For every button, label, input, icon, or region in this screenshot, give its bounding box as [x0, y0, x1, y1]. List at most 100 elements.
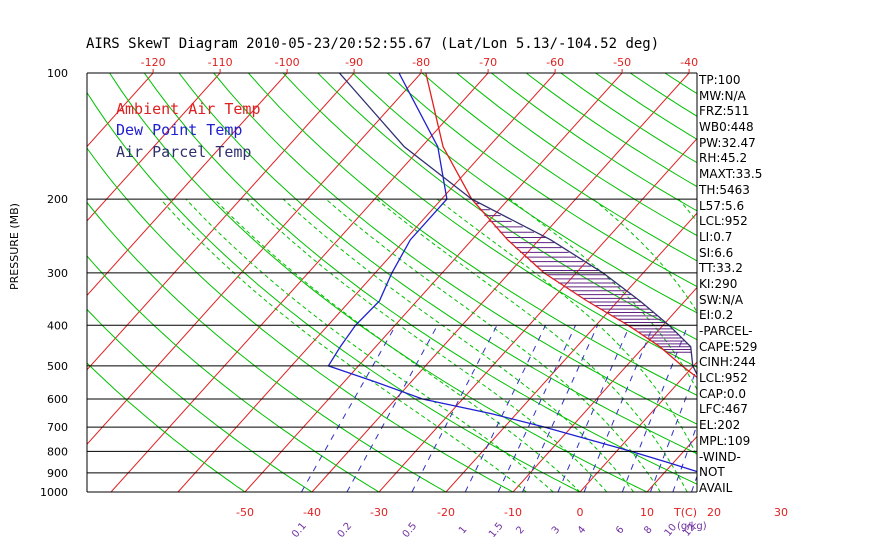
dry-adiabat-line [804, 73, 870, 501]
top-axis-tick-label: -60 [546, 56, 564, 69]
top-axis-tick-label: -50 [613, 56, 631, 69]
isotherm-line [87, 73, 422, 445]
stat-item: FRZ:511 [699, 104, 750, 119]
stat-item: TH:5463 [699, 182, 750, 197]
mixing-ratio-line [770, 325, 820, 492]
pressure-tick-label: 400 [47, 319, 68, 332]
pressure-tick-label: 600 [47, 393, 68, 406]
mixing-ratio-unit-label: (g/kg) [677, 521, 707, 532]
stat-item: LFC:467 [699, 402, 748, 417]
moist-adiabat-line [592, 198, 697, 313]
bottom-axis-tick-label: -40 [303, 506, 321, 519]
pressure-tick-label: 1000 [40, 486, 68, 499]
bottom-axis-tick-label: -30 [370, 506, 388, 519]
stat-item: LI:0.7 [699, 229, 733, 244]
stat-item: -PARCEL- [699, 324, 753, 338]
pressure-tick-label: 300 [47, 267, 68, 280]
mixing-ratio-line [649, 366, 697, 492]
top-axis-tick-label: -110 [208, 56, 233, 69]
dry-adiabat-line [87, 255, 380, 492]
moist-adiabat-line [436, 198, 697, 457]
stat-item: NOT [699, 465, 725, 480]
isotherm-line [177, 73, 556, 492]
mixing-ratio-line [672, 423, 697, 492]
dry-adiabat-line [248, 73, 697, 396]
dry-adiabat-line [386, 73, 697, 288]
mixing-ratio-label: 2 [514, 524, 527, 536]
mixing-ratio-label: 0.1 [290, 521, 309, 540]
stat-item: PW:32.47 [699, 135, 756, 150]
top-axis-tick-label: -70 [479, 56, 497, 69]
moist-adiabat-line [509, 198, 697, 391]
dry-adiabat-line [282, 73, 697, 368]
pressure-tick-label: 700 [47, 421, 68, 434]
dry-adiabat-line [87, 308, 313, 492]
isotherm-line [87, 73, 355, 371]
isotherm-line [848, 73, 870, 492]
stat-item: KI:290 [699, 276, 738, 291]
mixing-ratio-line [301, 325, 397, 492]
stat-item: WB0:448 [699, 120, 754, 135]
top-axis-tick-label: -40 [680, 56, 698, 69]
bottom-axis-tick-label: 30 [774, 506, 788, 519]
isotherm-line [87, 73, 154, 148]
mixing-ratio-line [823, 325, 868, 492]
mixing-ratio-label: 3 [550, 524, 563, 536]
stat-item: LCL:952 [699, 371, 748, 386]
dry-adiabat-line [421, 73, 697, 262]
mixing-ratio-label: 6 [614, 524, 627, 536]
isotherm-line [110, 73, 489, 492]
stat-item: MPL:109 [699, 433, 751, 448]
stat-item: L57:5.6 [699, 198, 745, 213]
mixing-ratio-label: 0.2 [336, 521, 355, 540]
moist-adiabat-line [282, 198, 634, 492]
dry-adiabat-line [178, 73, 697, 455]
top-axis-tick-label: -80 [412, 56, 430, 69]
sounding-stats-panel: TP:100 MW:N/A FRZ:511 WB0:448 PW:32.47 RH:45.… [699, 73, 762, 497]
mixing-ratio-label: 1.5 [487, 521, 506, 540]
mixing-ratio-line [621, 325, 689, 492]
dry-adiabat-line [456, 73, 697, 237]
dry-adiabat-line [317, 73, 697, 341]
dry-adiabat-line [664, 73, 697, 95]
top-axis-tick-label: -120 [141, 56, 166, 69]
dry-adiabat-line [87, 201, 448, 492]
bottom-axis-tick-label: 10 [640, 506, 654, 519]
stat-item: AVAIL [699, 480, 733, 495]
stat-item: CINH:244 [699, 355, 756, 370]
parcel-profile [338, 73, 697, 376]
isotherm-line [579, 361, 697, 492]
legend-dew-point-temp: Dew Point Temp [116, 121, 243, 139]
pressure-tick-label: 900 [47, 467, 68, 480]
mixing-ratio-label: 0.5 [401, 521, 420, 540]
moist-adiabat-line [754, 199, 822, 492]
stat-item: TT:33.2 [699, 261, 743, 276]
dry-adiabat-line [769, 73, 870, 501]
dry-adiabat-line [352, 73, 697, 314]
isotherm-line [87, 73, 221, 222]
isotherm-line [87, 73, 288, 297]
stat-item: MW:N/A [699, 88, 746, 103]
mixing-ratio-label: 1 [457, 524, 470, 536]
moist-adiabat-line [160, 198, 527, 492]
chart-title: AIRS SkewT Diagram 2010-05-23/20:52:55.6… [86, 36, 660, 52]
stat-item: MAXT:33.5 [699, 167, 763, 182]
pressure-tick-label: 800 [47, 445, 68, 458]
mixing-ratio-line [346, 325, 438, 492]
dry-adiabat-line [143, 73, 697, 485]
top-axis-tick-label: -90 [345, 56, 363, 69]
mixing-ratio-label: 4 [576, 524, 589, 536]
legend-air-parcel-temp: Air Parcel Temp [116, 143, 252, 161]
isotherm-line [244, 73, 623, 492]
pressure-tick-label: 100 [47, 67, 68, 80]
mixing-ratio-line [557, 325, 631, 492]
bottom-axis-tick-label: -50 [236, 506, 254, 519]
y-axis-label: PRESSURE (MB) [8, 203, 21, 290]
dry-adiabat-line [838, 73, 870, 501]
stat-item: CAPE:529 [699, 339, 758, 354]
legend-ambient-air-temp: Ambient Air Temp [116, 100, 261, 118]
stat-item: TP:100 [699, 73, 741, 87]
top-axis-tick-label: -100 [275, 56, 300, 69]
stat-item: RH:45.2 [699, 151, 748, 166]
dry-adiabat-line [87, 147, 515, 492]
